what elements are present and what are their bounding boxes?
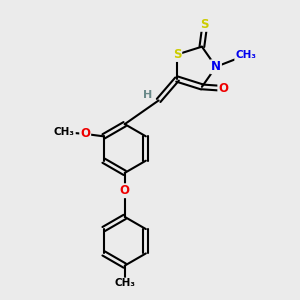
Text: O: O [80, 128, 90, 140]
Text: CH₃: CH₃ [114, 278, 135, 289]
Text: N: N [211, 60, 221, 73]
Text: O: O [120, 184, 130, 197]
Text: S: S [201, 18, 209, 31]
Text: H: H [143, 90, 152, 100]
Text: O: O [218, 82, 228, 95]
Text: CH₃: CH₃ [235, 50, 256, 61]
Text: S: S [173, 48, 181, 61]
Text: CH₃: CH₃ [54, 128, 75, 137]
